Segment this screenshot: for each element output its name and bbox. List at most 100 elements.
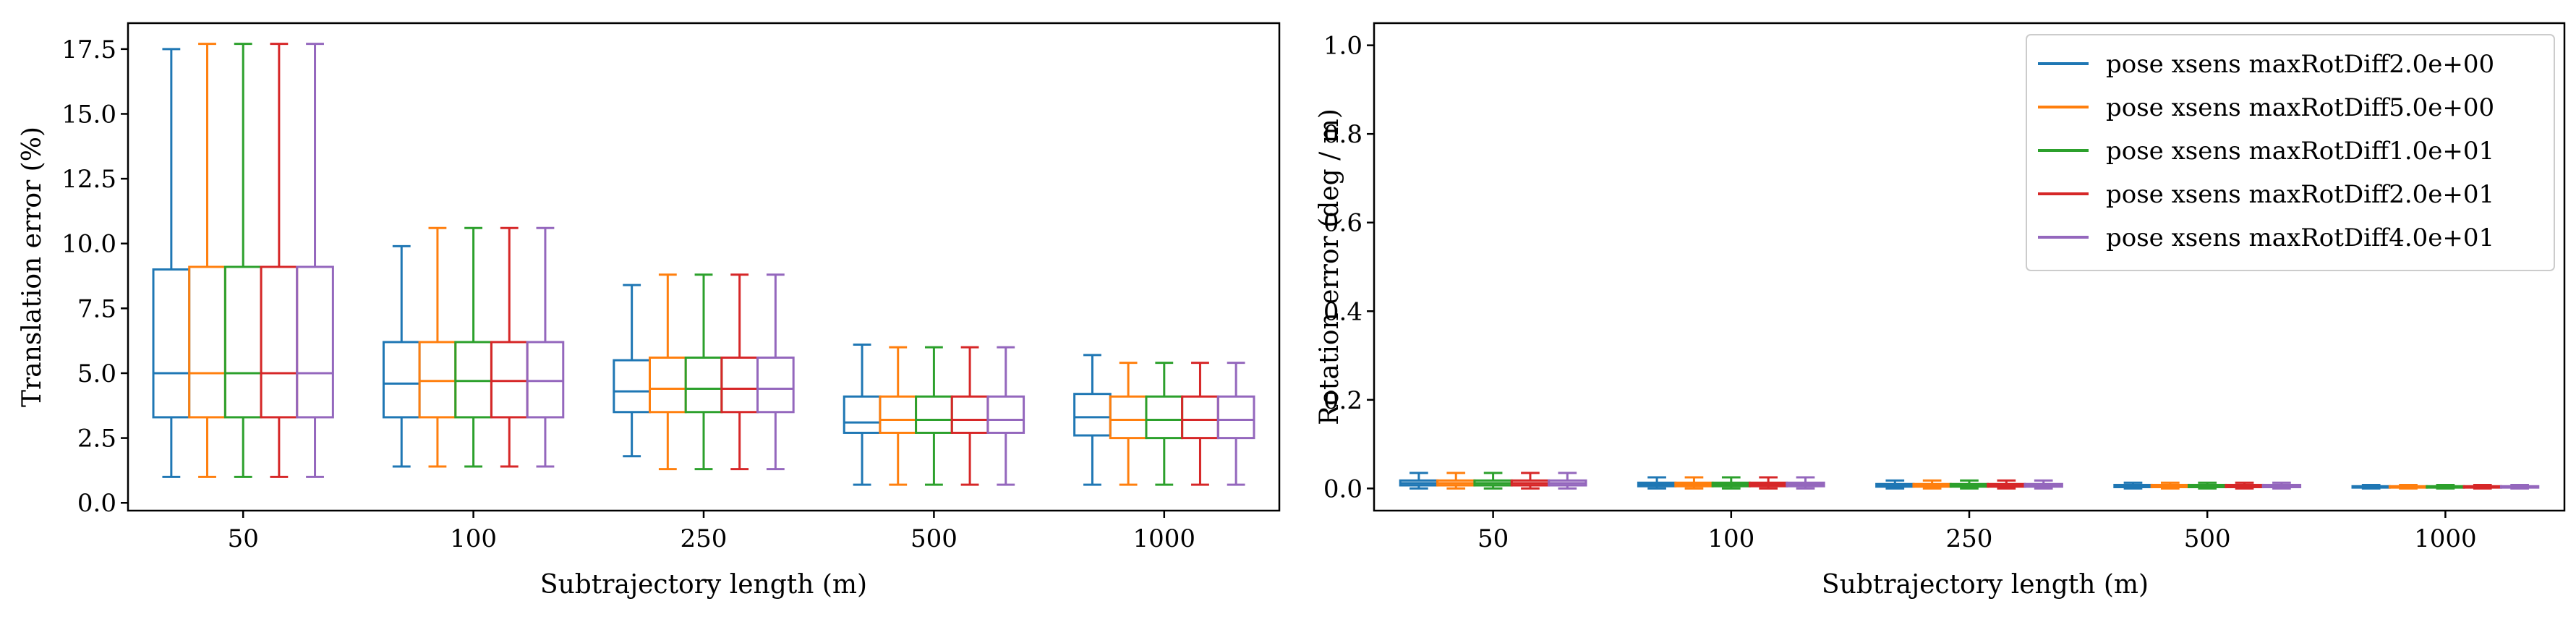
x-tick-label: 50 (228, 524, 259, 553)
right-box-s4-c0 (1548, 472, 1587, 490)
left-box-s0-c1 (382, 244, 421, 468)
left-box-s2-c3 (915, 346, 953, 486)
left-box-s1-c2 (648, 273, 687, 471)
rotation-error-chart: 0.0 0.2 0.4 0.6 0.8 1.0 50 100 250 500 1000 Subtr… (1315, 22, 2566, 600)
left-box-s4-c0 (296, 43, 334, 478)
legend-item: pose xsens maxRotDiff4.0e+01 (2038, 223, 2494, 252)
y-tick-label: 0.8 (1323, 120, 1362, 149)
right-box-s3-c3 (2225, 481, 2264, 490)
box-iqr (1145, 395, 1184, 440)
box-iqr (1073, 393, 1112, 437)
left-box-s1-c1 (418, 226, 457, 468)
right-box-s1-c3 (2150, 481, 2191, 490)
right-box-s4-c1 (1786, 476, 1825, 490)
box-iqr (188, 265, 226, 419)
left-x-ticks: 50 100 250 500 1000 (228, 511, 1195, 553)
left-box-s2-c4 (1145, 362, 1184, 486)
left-box-s2-c1 (454, 226, 492, 468)
left-box-s1-c3 (879, 346, 918, 486)
box-iqr (915, 395, 953, 434)
legend-item: pose xsens maxRotDiff2.0e+00 (2038, 50, 2494, 79)
x-tick-label: 1000 (2414, 524, 2477, 553)
left-box-s3-c0 (260, 43, 299, 478)
box-iqr (684, 356, 723, 414)
right-box-s2-c0 (1473, 472, 1513, 490)
right-box-s3-c0 (1510, 472, 1551, 490)
right-box-s2-c3 (2188, 481, 2227, 490)
legend-item: pose xsens maxRotDiff2.0e+01 (2038, 180, 2494, 209)
right-box-s2-c4 (2426, 483, 2465, 490)
left-box-s4-c1 (526, 226, 565, 468)
right-box-s3-c1 (1748, 476, 1788, 490)
right-box-s0-c0 (1399, 472, 1439, 490)
y-tick-label: 17.5 (61, 35, 116, 64)
y-tick-label: 0.6 (1323, 209, 1362, 238)
left-box-s1-c0 (188, 43, 226, 478)
left-box-s4-c4 (1216, 362, 1255, 486)
translation-error-chart: 0.0 2.5 5.0 7.5 10.0 12.5 15.0 17.5 50 100 250 500… (17, 22, 1281, 600)
box-iqr (986, 395, 1025, 434)
x-tick-label: 50 (1477, 524, 1509, 553)
right-y-axis-label: Rotation error (deg / m) (1315, 108, 1344, 425)
x-tick-label: 500 (910, 524, 958, 553)
box-iqr (1181, 395, 1219, 440)
box-iqr (418, 341, 457, 419)
right-box-s0-c4 (2351, 483, 2391, 490)
legend-label: pose xsens maxRotDiff2.0e+01 (2106, 180, 2494, 209)
box-iqr (879, 395, 918, 434)
left-box-s3-c3 (950, 346, 989, 486)
right-x-ticks: 50 100 250 500 1000 (1477, 511, 2477, 553)
right-box-s3-c4 (2462, 483, 2502, 490)
left-box-s2-c0 (223, 43, 263, 478)
left-box-s1-c4 (1109, 362, 1148, 486)
right-box-s1-c1 (1674, 476, 1714, 490)
box-iqr (260, 265, 299, 419)
right-box-s1-c2 (1912, 479, 1952, 490)
right-box-s3-c2 (1987, 479, 2026, 490)
box-iqr (950, 395, 989, 434)
left-box-s0-c0 (152, 48, 191, 478)
left-box-s0-c4 (1073, 354, 1112, 486)
y-tick-label: 10.0 (61, 230, 116, 259)
legend-label: pose xsens maxRotDiff1.0e+01 (2106, 137, 2494, 166)
box-iqr (526, 341, 565, 419)
legend-frame (2026, 34, 2555, 271)
box-iqr (1216, 395, 1255, 440)
left-box-s4-c3 (986, 346, 1025, 486)
left-box-s2-c2 (684, 273, 723, 471)
x-tick-label: 100 (450, 524, 497, 553)
box-iqr (648, 356, 687, 414)
right-box-s0-c3 (2113, 481, 2153, 490)
right-box-s1-c4 (2388, 483, 2428, 490)
legend-item: pose xsens maxRotDiff1.0e+01 (2038, 137, 2494, 166)
box-iqr (490, 341, 529, 419)
legend: pose xsens maxRotDiff2.0e+00 pose xsens m… (2026, 34, 2555, 271)
x-tick-label: 1000 (1133, 524, 1196, 553)
left-y-ticks: 0.0 2.5 5.0 7.5 10.0 12.5 15.0 17.5 (61, 35, 128, 518)
x-tick-label: 500 (2184, 524, 2231, 553)
box-iqr (720, 356, 759, 414)
y-tick-label: 2.5 (77, 425, 116, 453)
right-box-s4-c4 (2499, 483, 2540, 490)
right-box-s2-c2 (1949, 479, 1989, 490)
right-box-s0-c2 (1875, 479, 1915, 490)
legend-label: pose xsens maxRotDiff2.0e+00 (2106, 50, 2494, 79)
left-box-s4-c2 (756, 273, 795, 471)
box-iqr (843, 395, 882, 434)
box-iqr (1109, 395, 1148, 440)
y-tick-label: 0.0 (77, 489, 116, 518)
y-tick-label: 0.2 (1323, 386, 1362, 415)
box-iqr (152, 268, 191, 419)
y-tick-label: 15.0 (61, 100, 116, 129)
box-iqr (613, 359, 651, 414)
y-tick-label: 5.0 (77, 359, 116, 388)
box-iqr (454, 341, 492, 419)
left-box-marks (152, 43, 1255, 486)
left-box-s3-c1 (490, 226, 529, 468)
x-tick-label: 100 (1707, 524, 1754, 553)
box-iqr (223, 265, 263, 419)
right-box-s4-c3 (2261, 481, 2302, 490)
legend-label: pose xsens maxRotDiff4.0e+01 (2106, 223, 2494, 252)
right-box-s4-c2 (2023, 479, 2063, 490)
